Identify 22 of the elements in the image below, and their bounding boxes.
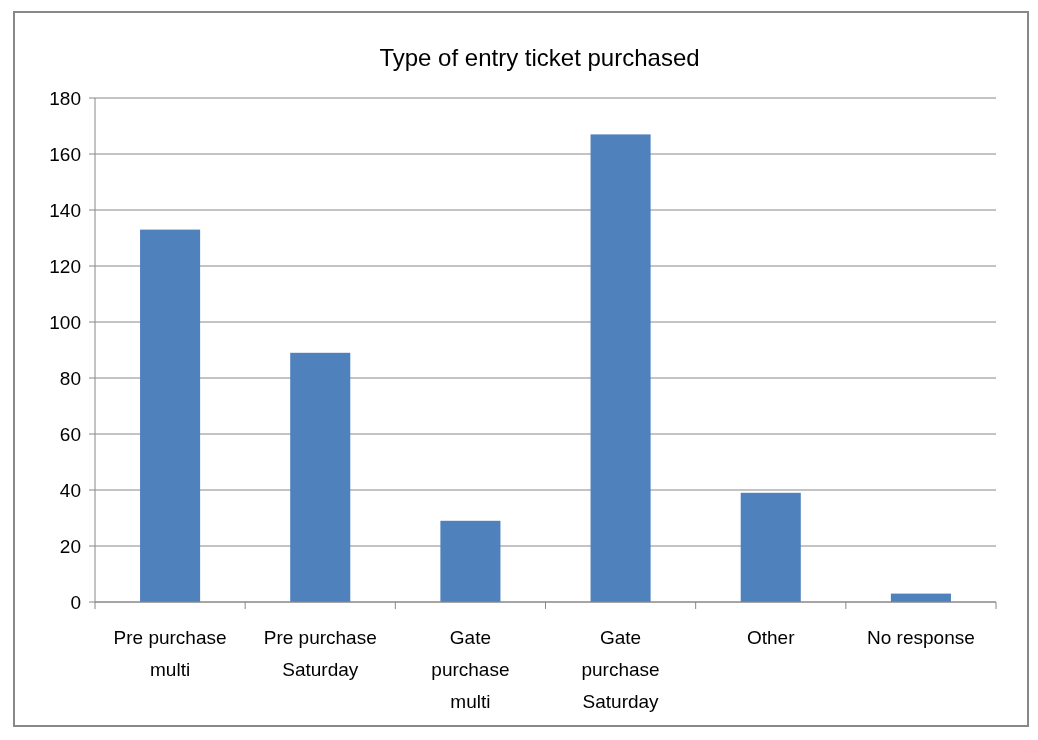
y-tick-label: 0 xyxy=(70,591,81,613)
bar xyxy=(140,229,201,602)
y-tick-label: 100 xyxy=(49,311,81,333)
y-tick-label: 20 xyxy=(59,535,81,557)
x-tick-label: Gate purchase multi xyxy=(431,627,510,712)
chart-title: Type of entry ticket purchased xyxy=(379,44,700,71)
x-tick-label: Pre purchase Saturday xyxy=(263,627,377,680)
x-tick-label: Pre purchase multi xyxy=(113,627,227,680)
y-tick-label: 180 xyxy=(49,87,81,109)
bar xyxy=(440,520,501,602)
y-tick-label: 80 xyxy=(59,367,81,389)
y-tick-label: 40 xyxy=(59,479,81,501)
bar xyxy=(590,134,651,602)
bar xyxy=(740,492,801,602)
y-tick-label: 60 xyxy=(59,423,81,445)
y-tick-label: 140 xyxy=(49,199,81,221)
y-tick-label: 120 xyxy=(49,255,81,277)
x-tick-label: Gate purchase Saturday xyxy=(581,627,660,712)
bar xyxy=(290,352,351,602)
y-tick-label: 160 xyxy=(49,143,81,165)
x-tick-label: Other xyxy=(746,627,796,648)
x-tick-label: No response xyxy=(867,627,975,648)
